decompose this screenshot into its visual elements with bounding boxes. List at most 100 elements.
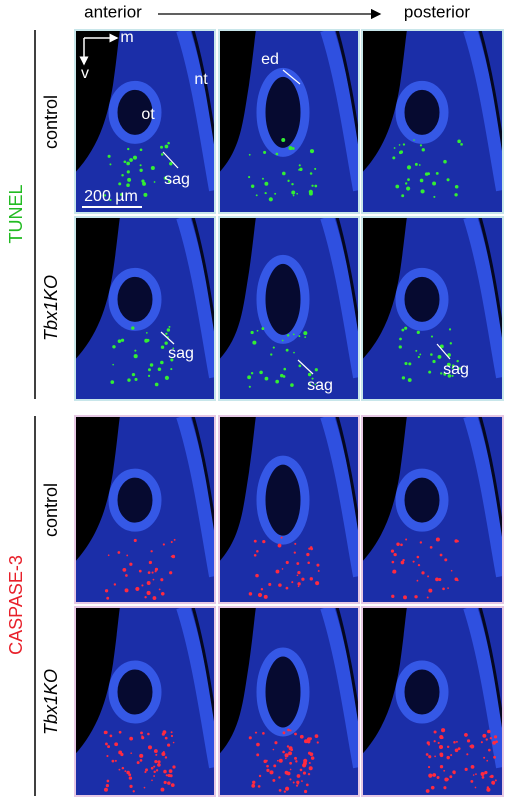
stain-dot <box>144 596 147 599</box>
stain-dot <box>139 759 143 762</box>
stain-dot <box>139 164 142 167</box>
stain-dot <box>470 765 475 769</box>
stain-dot <box>446 178 450 182</box>
stain-dot <box>419 178 424 183</box>
stain-dot <box>401 328 405 332</box>
stain-dot <box>282 750 285 754</box>
structure-label: sag <box>443 361 469 378</box>
stain-dot <box>107 154 111 158</box>
stain-dot <box>154 759 158 764</box>
stain-dot <box>448 328 452 331</box>
stain-dot <box>157 760 161 764</box>
stain-dot <box>449 775 453 779</box>
neural-tube-lumen <box>478 30 503 158</box>
leader-line <box>160 331 175 345</box>
stain-dot <box>293 551 296 554</box>
stain-dot <box>139 168 143 172</box>
stain-dot <box>170 540 173 544</box>
stain-dot <box>426 596 429 599</box>
stain-dot <box>487 729 491 734</box>
stain-dot <box>291 581 294 584</box>
stain-dot <box>256 753 260 757</box>
stain-dot <box>430 353 433 356</box>
stain-dot <box>161 751 166 756</box>
stain-dot <box>310 547 314 551</box>
stain-dot <box>255 194 258 197</box>
stain-dot <box>118 730 122 734</box>
stain-dot <box>289 768 292 771</box>
stain-dot <box>248 592 253 596</box>
stain-dot <box>167 781 171 785</box>
stain-dot <box>447 374 452 378</box>
panel-border <box>361 415 504 604</box>
stain-dot <box>316 741 319 744</box>
stain-dot <box>485 738 488 741</box>
stain-dot <box>147 368 151 372</box>
stain-dot <box>172 765 176 769</box>
stain-dot <box>419 353 422 356</box>
stain-dot <box>456 540 459 543</box>
stain-dot <box>469 745 472 748</box>
stain-dot <box>291 190 296 195</box>
stain-dot <box>306 552 310 557</box>
stain-dot <box>464 733 468 737</box>
stain-dot <box>117 339 122 344</box>
stain-dot <box>158 588 161 591</box>
stain-dot <box>147 732 150 736</box>
stain-dot <box>103 194 107 197</box>
stain-dot <box>268 582 272 586</box>
stain-dot <box>296 562 300 565</box>
stain-dot <box>170 731 173 734</box>
stain-dot <box>308 547 311 550</box>
leader-line <box>297 359 314 375</box>
stain-dot <box>317 569 320 572</box>
stain-dot <box>275 152 279 156</box>
stain-dot <box>481 776 484 779</box>
stain-dot <box>416 555 420 559</box>
otic-vesicle <box>256 647 310 737</box>
structure-label: ot <box>141 106 155 123</box>
stain-dot <box>446 745 450 749</box>
stain-dot <box>407 178 410 181</box>
stain-dot <box>457 747 461 751</box>
stain-dot <box>124 770 127 773</box>
stain-dot <box>145 331 148 334</box>
stain-dot <box>265 759 268 762</box>
neural-tube-lumen <box>191 217 215 339</box>
stain-dot <box>251 783 256 788</box>
stain-dot <box>163 780 167 785</box>
stain-dot <box>475 773 477 775</box>
stain-dot <box>278 776 281 779</box>
stain-dot <box>296 192 298 195</box>
stain-dot <box>302 771 307 775</box>
stain-dot <box>274 741 278 745</box>
stain-dot <box>140 731 143 735</box>
panel-border <box>361 29 504 214</box>
stain-dot <box>262 732 265 735</box>
stain-dot <box>470 779 474 783</box>
micrograph <box>75 607 215 796</box>
stain-dot <box>165 332 168 336</box>
stain-dot <box>288 751 293 756</box>
stain-dot <box>437 741 440 745</box>
stain-dot <box>415 349 418 352</box>
stain-dot <box>170 783 175 788</box>
stain-dot <box>130 752 133 755</box>
stain-dot <box>248 736 252 740</box>
stain-dot <box>427 575 430 578</box>
stain-dot <box>282 731 286 735</box>
row-label: control <box>41 95 61 149</box>
stain-dot <box>292 333 295 336</box>
stain-dot <box>264 191 267 195</box>
stain-dot <box>163 176 168 180</box>
leader-line <box>436 343 451 360</box>
stain-dot <box>301 577 305 581</box>
otic-vesicle <box>395 80 449 144</box>
stain-dot <box>402 143 406 146</box>
stain-dot <box>133 538 137 543</box>
stain-dot <box>416 330 420 334</box>
otic-vesicle <box>395 267 449 331</box>
otic-vesicle <box>256 67 310 157</box>
neural-tube <box>463 607 503 769</box>
neural-tube <box>176 30 215 192</box>
